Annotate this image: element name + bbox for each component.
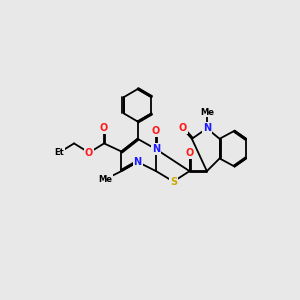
Text: O: O bbox=[152, 126, 160, 136]
Text: N: N bbox=[134, 157, 142, 167]
Text: S: S bbox=[170, 176, 177, 187]
Text: N: N bbox=[203, 123, 211, 134]
Text: O: O bbox=[100, 123, 108, 134]
Text: Me: Me bbox=[98, 175, 112, 184]
Text: O: O bbox=[85, 148, 93, 158]
Text: Et: Et bbox=[54, 148, 64, 157]
Text: O: O bbox=[185, 148, 194, 158]
Text: O: O bbox=[178, 123, 187, 134]
Text: Me: Me bbox=[200, 108, 214, 117]
Text: N: N bbox=[152, 144, 160, 154]
